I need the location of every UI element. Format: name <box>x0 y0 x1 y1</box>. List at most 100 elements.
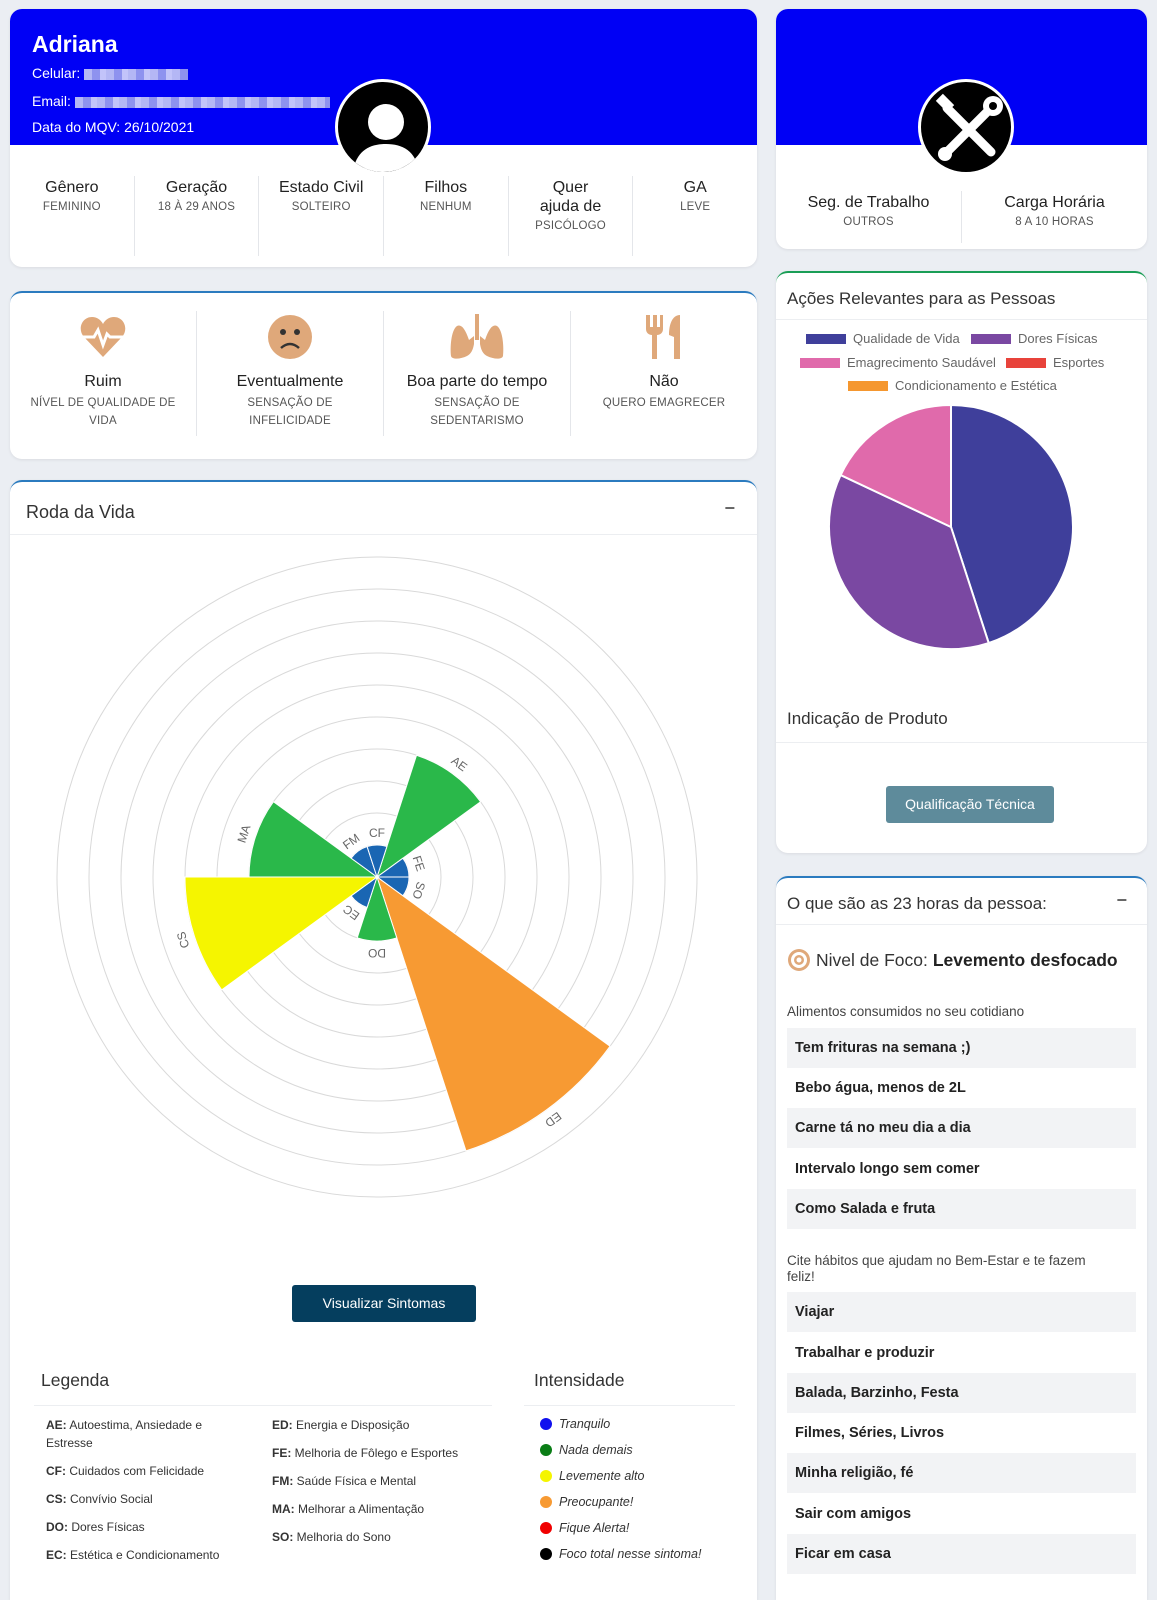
wheel-sector-ma[interactable] <box>248 801 379 878</box>
pie-legend-swatch <box>848 381 888 391</box>
intensity-dot <box>540 1418 552 1430</box>
food-item: Bebo água, menos de 2L <box>795 1080 966 1096</box>
legend-fe: FE: Melhoria de Fôlego e Esportes <box>272 1446 459 1460</box>
intensity-item: Preocupante! <box>540 1495 701 1509</box>
grid-ring <box>120 620 634 1134</box>
target-icon <box>788 949 810 971</box>
stat-ga: GA LEVE <box>680 179 711 213</box>
wheel-collapse-button[interactable]: − <box>724 498 735 518</box>
indicators-card: Ruim NÍVEL DE QUALIDADE DE VIDA Eventual… <box>10 291 757 459</box>
food-item: Como Salada e fruta <box>787 1189 1136 1229</box>
legend-left: AE: Autoestima, Ansiedade e Estresse CF:… <box>46 1416 236 1574</box>
pie-slice[interactable] <box>839 403 952 529</box>
legend-ec: EC: Estética e Condicionamento <box>46 1548 220 1562</box>
pie-legend-label[interactable]: Condicionamento e Estética <box>895 378 1058 393</box>
wheel-label-fe: FE <box>410 854 428 873</box>
legend-ae: AE: Autoestima, Ansiedade e Estresse <box>46 1418 203 1450</box>
work-stats: Seg. de Trabalho OUTROS Carga Horária 8 A … <box>776 191 1147 243</box>
wheel-label-cs: CS <box>174 930 192 950</box>
hours-divider <box>776 924 1147 925</box>
legend-do: DO: Dores Físicas <box>46 1520 145 1534</box>
hours-card: O que são as 23 horas da pessoa: − Nivel… <box>776 876 1147 1600</box>
habits-label: Cite hábitos que ajudam no Bem-Estar e t… <box>787 1253 1086 1284</box>
heart-pulse-icon <box>80 317 126 357</box>
pie-legend-label[interactable]: Esportes <box>1053 355 1105 370</box>
intensity-list: Tranquilo Nada demais Levemente alto Pre… <box>540 1417 701 1573</box>
actions-title: Ações Relevantes para as Pessoas <box>787 289 1056 308</box>
profile-name: Adriana <box>32 31 118 57</box>
email-redacted <box>74 96 330 108</box>
email-label: Email: <box>32 93 71 109</box>
view-symptoms-button[interactable]: Visualizar Sintomas <box>292 1285 476 1322</box>
legend-fm: FM: Saúde Física e Mental <box>272 1474 417 1488</box>
stat-workload: Carga Horária 8 A 10 HORAS <box>1004 194 1105 228</box>
work-avatar <box>918 79 1014 175</box>
intensity-divider <box>524 1405 735 1406</box>
pie-legend-swatch <box>806 334 846 344</box>
avatar <box>335 79 431 175</box>
product-title: Indicação de Produto <box>787 709 948 728</box>
stat-civil-status: Estado Civil SOLTEIRO <box>259 176 385 256</box>
habit-item: Trabalhar e produzir <box>795 1345 935 1361</box>
habit-item: Filmes, Séries, Livros <box>795 1425 945 1441</box>
indicator-sedentarism: Boa parte do tempo SENSAÇÃO DE SEDENTARI… <box>384 311 571 436</box>
legend-ma: MA: Melhorar a Alimentação <box>272 1502 425 1516</box>
habit-item: Viajar <box>787 1292 1136 1332</box>
intensity-dot <box>540 1548 552 1560</box>
intensity-item: Fique Alerta! <box>540 1521 701 1535</box>
wheel-chart: AE FE SO ED DO EC CS MA FM CF <box>56 556 698 1198</box>
habit-item: Minha religião, fé <box>787 1453 1136 1493</box>
stat-gender: Gênero FEMININO <box>10 176 135 256</box>
intensity-item: Tranquilo <box>540 1417 701 1431</box>
wheel-label-ae: AE <box>449 754 470 775</box>
wheel-sector-cf[interactable] <box>366 844 388 879</box>
habit-item: Ficar em casa <box>787 1534 1136 1574</box>
food-item: Tem frituras na semana ;) <box>787 1028 1136 1068</box>
profile-card: Adriana Celular: Email: Data do MQV: 26/… <box>10 9 757 267</box>
wheel-divider <box>10 534 757 535</box>
email-row: Email: <box>32 93 330 109</box>
pie-legend-label[interactable]: Dores Físicas <box>1018 331 1098 346</box>
indicator-happiness: Eventualmente SENSAÇÃO DE INFELICIDADE <box>197 311 384 436</box>
grid-ring <box>88 588 666 1166</box>
intensity-item: Foco total nesse sintoma! <box>540 1547 701 1561</box>
wheel-sector-do[interactable] <box>356 875 398 942</box>
pie-slice[interactable] <box>950 403 1074 645</box>
wheel-sector-ae[interactable] <box>376 754 482 879</box>
indicator-weight: Não QUERO EMAGRECER <box>571 311 757 436</box>
wheel-label-fm: FM <box>340 831 362 853</box>
profile-stats: Gênero FEMININO Geração 18 À 29 ANOS Estad… <box>10 176 757 256</box>
wheel-sector-cs[interactable] <box>184 876 379 991</box>
wheel-label-cf: CF <box>369 826 385 840</box>
actions-pie-chart: Qualidade de Vida Dores Físicas Emagrecime… <box>800 331 1105 650</box>
pie-legend-label[interactable]: Qualidade de Vida <box>853 331 961 346</box>
legend-cf: CF: Cuidados com Felicidade <box>46 1464 205 1478</box>
pie-legend-swatch <box>800 358 840 368</box>
stat-generation: Geração 18 À 29 ANOS <box>135 176 260 256</box>
grid-ring <box>152 652 602 1102</box>
wheel-title: Roda da Vida <box>26 502 135 522</box>
legend-title: Legenda <box>41 1370 110 1390</box>
indicator-quality: Ruim NÍVEL DE QUALIDADE DE VIDA <box>10 311 197 436</box>
focus-level: Nivel de Foco: Levemento desfocado <box>787 948 1118 972</box>
technical-qualification-button[interactable]: Qualificação Técnica <box>886 786 1054 823</box>
wheel-sector-ed[interactable] <box>376 875 611 1152</box>
pie-legend-swatch <box>1006 358 1046 368</box>
legend-cs: CS: Convívio Social <box>46 1492 153 1506</box>
legend-ed: ED: Energia e Disposição <box>272 1418 410 1432</box>
habit-item: Sair com amigos <box>795 1506 912 1522</box>
pie-slice[interactable] <box>828 473 990 650</box>
hours-collapse-button[interactable]: − <box>1116 890 1127 910</box>
intensity-dot <box>540 1522 552 1534</box>
wheel-card: Roda da Vida − AE FE SO ED DO EC CS MA FM CF Visu… <box>10 480 757 1600</box>
wheel-label-ed: ED <box>542 1109 564 1130</box>
tools-icon <box>935 93 1003 161</box>
food-label: Alimentos consumidos no seu cotidiano <box>787 1004 1025 1019</box>
pie-legend-label[interactable]: Emagrecimento Saudável <box>847 355 996 370</box>
legend-so: SO: Melhoria do Sono <box>272 1530 391 1544</box>
food-item: Intervalo longo sem comer <box>795 1161 980 1177</box>
grid-ring <box>56 556 698 1198</box>
legend-divider <box>34 1405 492 1406</box>
hours-title: O que são as 23 horas da pessoa: <box>787 894 1047 913</box>
lungs-icon <box>450 314 504 359</box>
